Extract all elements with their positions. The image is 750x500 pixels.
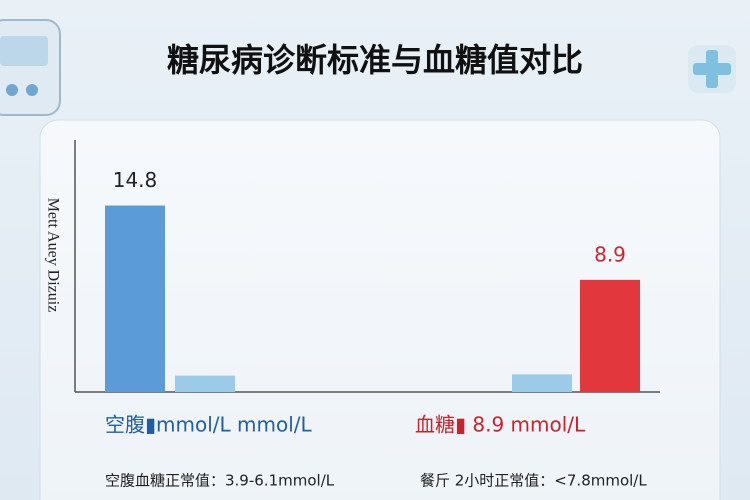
bar — [175, 375, 235, 392]
annotation: 空腹▮mmol/L mmol/L — [105, 413, 312, 437]
note: 餐斤 2小时正常值：<7.8mmol/L — [420, 472, 647, 490]
cross-icon — [688, 45, 736, 93]
annotation: 血糖▮ 8.9 mmol/L — [415, 413, 586, 437]
bar — [105, 205, 165, 392]
chart-title: 糖尿病诊断标准与血糖值对比 — [167, 41, 583, 79]
meter-icon — [0, 19, 61, 116]
note: 空腹血糖正常值：3.9-6.1mmol/L — [105, 472, 335, 490]
data-label: 14.8 — [113, 168, 158, 192]
panel — [39, 119, 721, 500]
bar — [580, 279, 640, 392]
data-label: 8.9 — [594, 242, 626, 266]
bar — [512, 374, 572, 392]
y-axis-label: Mett Auey Dizuiz — [44, 198, 61, 313]
